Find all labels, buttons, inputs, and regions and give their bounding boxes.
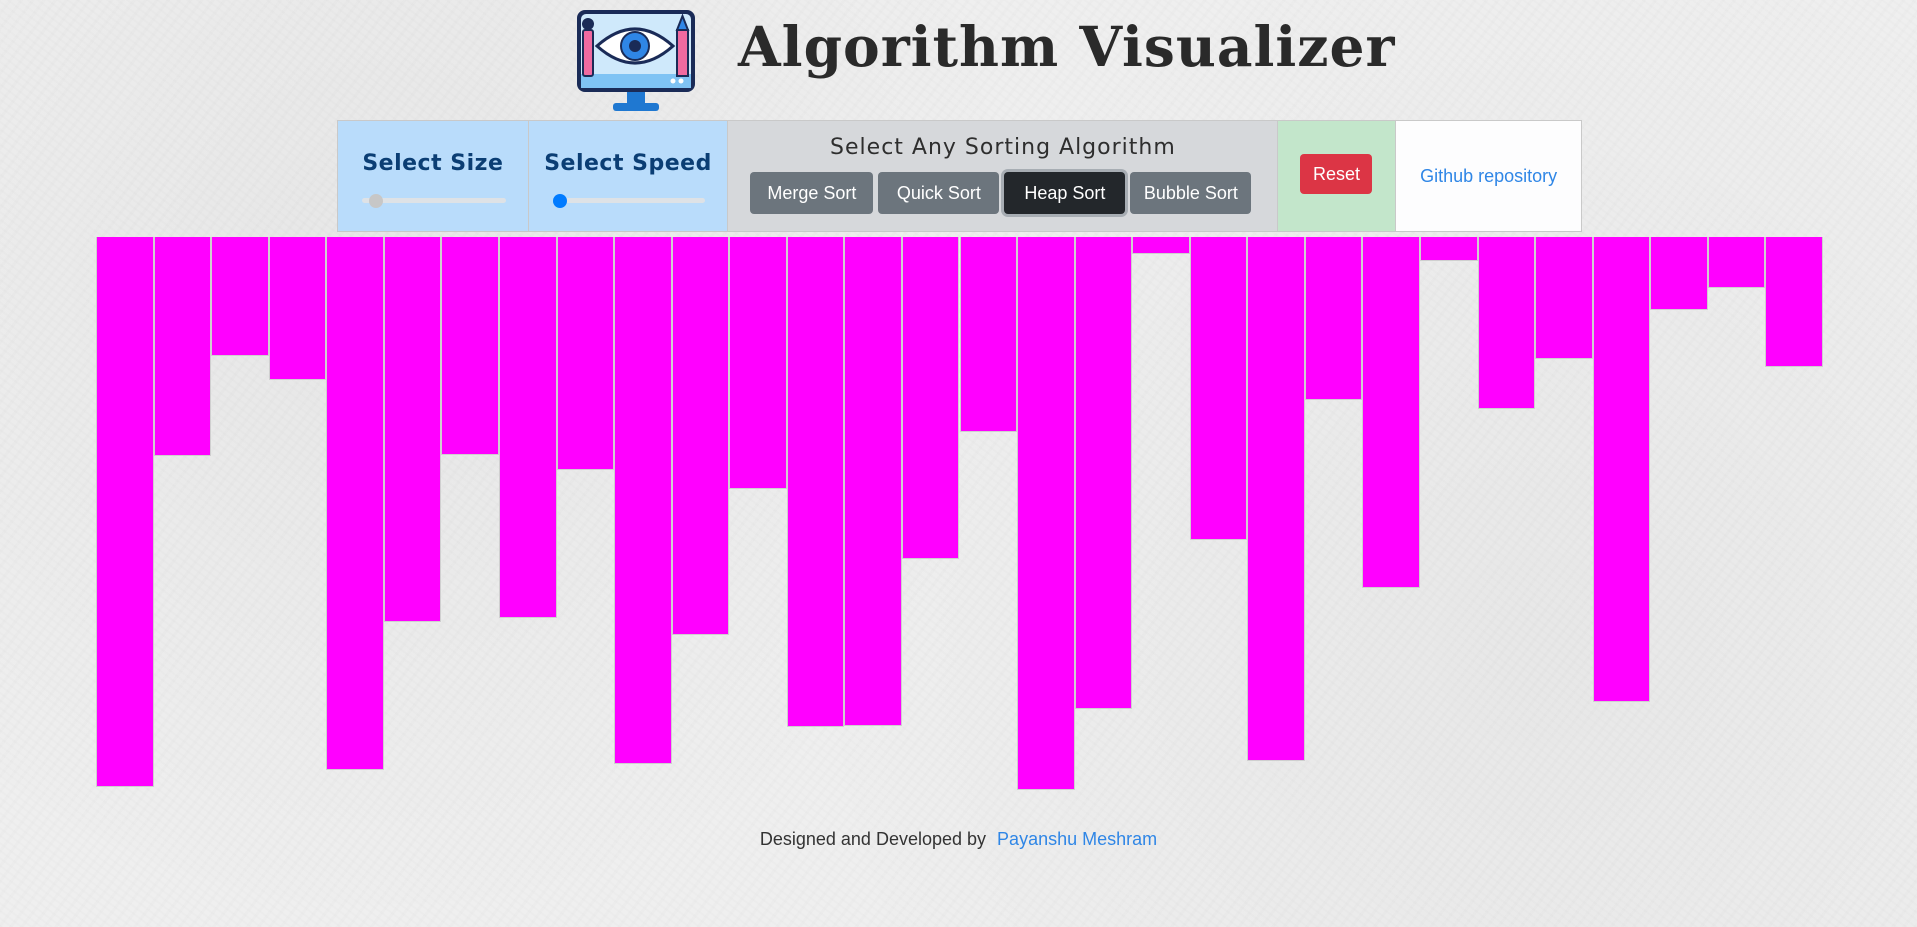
control-panel: Select Size Select Speed Select Any Sort… <box>337 120 1582 232</box>
array-bar <box>729 237 787 489</box>
size-control: Select Size <box>338 121 529 231</box>
array-bar <box>96 237 154 787</box>
quick-sort-button[interactable]: Quick Sort <box>878 172 1000 214</box>
array-bar <box>1189 237 1248 540</box>
speed-slider-track <box>552 198 705 203</box>
array-bar <box>1707 237 1766 288</box>
array-bar <box>901 237 960 559</box>
monitor-eye-logo-icon <box>573 6 699 116</box>
speed-slider-thumb[interactable] <box>552 194 567 208</box>
array-bar <box>1477 237 1536 409</box>
reset-button[interactable]: Reset <box>1300 154 1373 194</box>
array-bar <box>1304 237 1363 400</box>
algorithm-selector: Select Any Sorting Algorithm Merge Sort … <box>728 121 1279 231</box>
array-bar <box>671 237 730 635</box>
app-title: Algorithm Visualizer <box>738 14 1396 79</box>
speed-label: Select Speed <box>544 151 712 176</box>
array-bar <box>211 237 269 356</box>
array-bar <box>1420 237 1478 261</box>
array-bar <box>1650 237 1708 310</box>
array-bar <box>1765 237 1823 367</box>
merge-sort-button[interactable]: Merge Sort <box>750 172 874 214</box>
heap-sort-button[interactable]: Heap Sort <box>1004 172 1126 214</box>
array-bar <box>498 237 557 618</box>
array-bar <box>786 237 845 727</box>
array-bar <box>383 237 442 622</box>
algorithm-selector-title: Select Any Sorting Algorithm <box>830 135 1176 160</box>
array-bar <box>1074 237 1133 709</box>
array-bar <box>844 237 902 726</box>
array-bar <box>1017 237 1075 790</box>
array-bar <box>1592 237 1651 702</box>
bubble-sort-button[interactable]: Bubble Sort <box>1130 172 1252 214</box>
array-bar <box>959 237 1018 432</box>
size-slider[interactable] <box>362 194 506 208</box>
header: Algorithm Visualizer <box>0 0 1917 120</box>
footer: Designed and Developed by Payanshu Meshr… <box>0 829 1917 850</box>
array-bar <box>268 237 327 380</box>
array-bar <box>1247 237 1305 761</box>
array-bar <box>556 237 615 470</box>
reset-control: Reset <box>1278 121 1397 231</box>
size-slider-thumb[interactable] <box>368 194 383 208</box>
size-slider-track <box>362 198 506 203</box>
array-bar <box>441 237 499 455</box>
speed-control: Select Speed <box>528 121 729 231</box>
github-control: Github repository <box>1396 121 1581 231</box>
footer-credit-text: Designed and Developed by <box>759 829 987 849</box>
array-bar <box>326 237 384 770</box>
array-bar <box>1362 237 1421 588</box>
speed-slider[interactable] <box>552 194 705 208</box>
size-label: Select Size <box>362 151 504 176</box>
algorithm-button-group: Merge Sort Quick Sort Heap Sort Bubble S… <box>750 172 1252 214</box>
array-bar <box>614 237 672 764</box>
github-repository-link[interactable]: Github repository <box>1420 166 1558 186</box>
array-bar <box>1535 237 1593 359</box>
array-bar <box>153 237 212 456</box>
array-bars <box>96 237 1823 797</box>
array-bar <box>1132 237 1190 254</box>
author-link[interactable]: Payanshu Meshram <box>997 829 1158 849</box>
